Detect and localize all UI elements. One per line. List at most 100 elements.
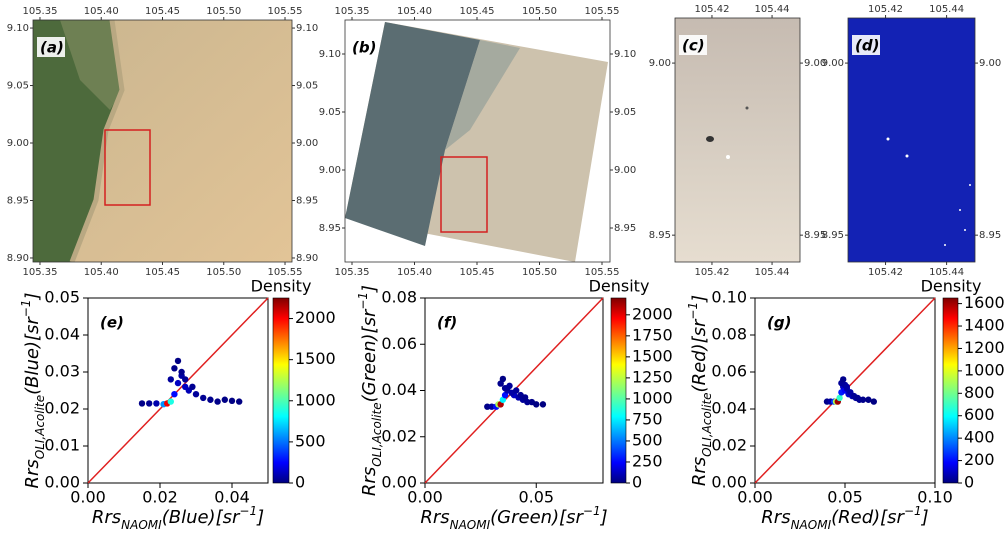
- x-tick-label: 105.50: [522, 267, 557, 278]
- y-tick-label: 0.05: [44, 288, 80, 307]
- axis-label-part: (Green)[sr: [490, 507, 584, 528]
- x-tick-label: 105.35: [335, 267, 370, 278]
- colorbar-tick-label: 1250: [632, 367, 673, 386]
- axis-label-part: −1: [686, 302, 700, 320]
- axis-label-part: ]: [22, 292, 43, 300]
- x-tick-label: 105.42: [868, 267, 903, 278]
- x-tick-label: 105.55: [585, 267, 620, 278]
- y-tick-label: 9.10: [319, 49, 341, 60]
- colorbar-tick-label: 1400: [964, 316, 1005, 335]
- axis-label: RrsOLI,Acolite(Green)[sr−1]: [356, 285, 384, 496]
- colorbar: [610, 297, 627, 484]
- colorbar-tick-label: 400: [964, 428, 995, 447]
- scatter-point: [484, 403, 491, 410]
- scatter-point: [513, 387, 520, 394]
- colorbar-tick-label: 800: [964, 383, 995, 402]
- y-tick-label: 9.05: [319, 107, 341, 118]
- axis-label-part: (Green)[sr: [359, 308, 380, 402]
- axis-label-part: (Red)[sr: [831, 507, 905, 528]
- one-to-one-line: [87, 297, 269, 484]
- x-tick-label: 105.40: [397, 267, 432, 278]
- colorbar-tick-label: 2000: [632, 304, 673, 323]
- scatter-point: [146, 400, 153, 407]
- y-tick-label: 9.00: [804, 58, 826, 69]
- scatter-point: [174, 357, 182, 365]
- scatter-point: [533, 401, 540, 408]
- x-tick-label: 105.35: [335, 6, 370, 17]
- y-tick-label: 0.06: [711, 362, 747, 381]
- panel-label: (e): [100, 314, 124, 332]
- axis-label-part: −1: [583, 504, 601, 518]
- x-tick-label: 105.44: [929, 4, 964, 15]
- panel-label: (f): [437, 314, 457, 332]
- x-tick-label: 105.55: [268, 267, 303, 278]
- colorbar-tick-label: 200: [964, 450, 995, 469]
- y-tick-label: 9.00: [979, 58, 1001, 69]
- colorbar-tick-label: 1000: [632, 388, 673, 407]
- axis-label-part: −1: [904, 504, 922, 518]
- axis-label-part: Rrs: [761, 507, 790, 528]
- axis-label-part: NAOMI: [121, 518, 162, 532]
- axis-label-part: −1: [19, 299, 33, 317]
- colorbar-tick-label: 750: [632, 409, 663, 428]
- y-tick-label: 0.08: [711, 325, 747, 344]
- axis-label: RrsOLI,Acolite(Red)[sr−1]: [686, 295, 714, 486]
- colorbar-tick-label: 1200: [964, 338, 1005, 357]
- axis-label-part: (Red)[sr: [689, 318, 710, 392]
- satellite-image-a: [33, 20, 292, 262]
- colorbar: [272, 297, 290, 484]
- y-tick-label: 0.03: [44, 362, 80, 381]
- x-tick-label: 0.05: [827, 488, 863, 507]
- y-tick-label: 9.05: [7, 81, 29, 92]
- y-tick-label: 0.06: [381, 334, 417, 353]
- scatter-point: [171, 391, 178, 398]
- y-tick-label: 9.00: [296, 138, 318, 149]
- colorbar-tick-label: 600: [964, 405, 995, 424]
- scatter-point: [504, 384, 511, 392]
- y-tick-label: 9.00: [7, 138, 29, 149]
- y-tick-label: 0.04: [44, 325, 80, 344]
- x-tick-label: 105.35: [22, 6, 57, 17]
- panel-label-box: [852, 35, 880, 55]
- colorbar-tick-label: 1000: [964, 360, 1005, 379]
- x-tick-label: 105.40: [84, 267, 119, 278]
- y-tick-label: 9.00: [614, 165, 636, 176]
- scatter-point: [488, 403, 495, 410]
- axis-label-part: Rrs: [92, 507, 121, 528]
- panel-label: (b): [352, 39, 376, 57]
- y-tick-label: 9.05: [296, 81, 318, 92]
- scatter-point: [167, 376, 174, 383]
- panel-label: (a): [40, 39, 64, 57]
- axis-label-part: ]: [600, 507, 608, 528]
- x-tick-label: 105.44: [755, 4, 790, 15]
- axis-label-part: (Blue)[sr: [162, 507, 241, 528]
- panel-label-box: [37, 37, 65, 57]
- y-tick-label: 0.00: [44, 473, 80, 492]
- scatter-point: [200, 394, 207, 402]
- axis-label-part: OLI,Acolite: [700, 392, 714, 456]
- scatter-point: [865, 396, 872, 403]
- x-tick-label: 0.02: [142, 488, 178, 507]
- colorbar-tick-label: 0: [295, 473, 305, 492]
- colorbar-tick-label: 250: [632, 451, 663, 470]
- x-tick-label: 105.50: [206, 267, 241, 278]
- axis-label: RrsNAOMI(Green)[sr−1]: [420, 504, 607, 532]
- scatter-point: [138, 400, 146, 407]
- scatter-point: [836, 394, 843, 402]
- axis-label-part: NAOMI: [791, 518, 832, 532]
- x-tick-label: 105.50: [206, 6, 241, 17]
- axis-label-part: Rrs: [420, 507, 449, 528]
- axis-label-part: NAOMI: [450, 518, 491, 532]
- y-tick-label: 8.90: [296, 253, 318, 264]
- scatter-point: [153, 400, 160, 407]
- scatter-point: [178, 368, 185, 376]
- scatter-point: [854, 394, 861, 402]
- y-tick-label: 0.00: [381, 473, 417, 492]
- colorbar-tick-label: 1750: [632, 325, 673, 344]
- y-tick-label: 0.10: [711, 288, 747, 307]
- axis-label-part: ]: [359, 285, 380, 293]
- y-tick-label: 8.90: [7, 253, 29, 264]
- panel-label-box: [349, 37, 377, 57]
- scatter-point: [521, 394, 529, 401]
- x-tick-label: 0.00: [737, 488, 773, 507]
